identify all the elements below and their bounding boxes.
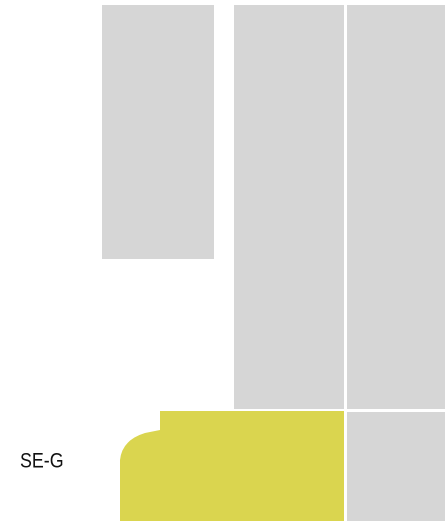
highlighted-room[interactable] xyxy=(120,411,344,521)
room xyxy=(347,412,445,521)
room-label: SE-G xyxy=(20,449,64,473)
room xyxy=(347,5,445,409)
room xyxy=(234,5,344,409)
room xyxy=(102,5,214,259)
